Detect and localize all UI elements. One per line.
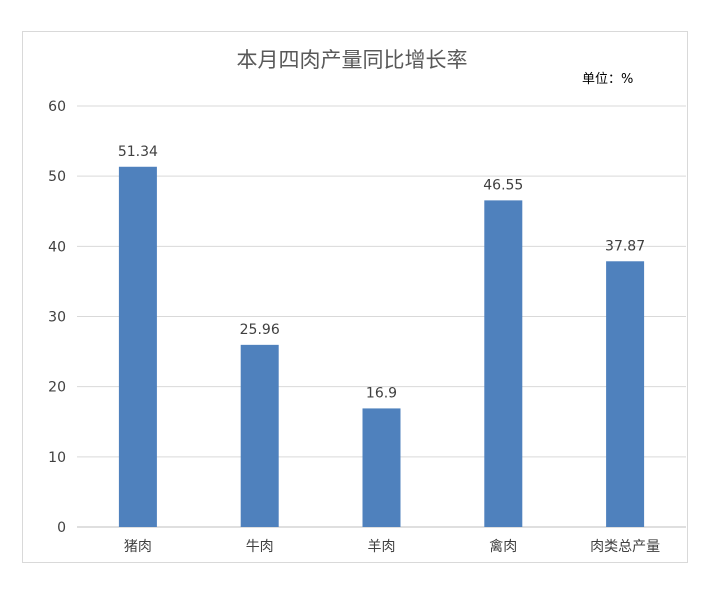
category-label: 猪肉 bbox=[124, 539, 152, 555]
y-tick-label: 30 bbox=[48, 310, 66, 326]
y-tick-label: 20 bbox=[48, 380, 66, 396]
chart-title: 本月四肉产量同比增长率 bbox=[237, 48, 468, 72]
bar bbox=[484, 200, 523, 528]
data-label: 46.55 bbox=[483, 177, 523, 193]
data-label: 16.9 bbox=[366, 385, 397, 401]
data-label: 37.87 bbox=[605, 238, 645, 254]
category-label: 羊肉 bbox=[368, 539, 396, 555]
y-tick-label: 10 bbox=[48, 450, 66, 466]
bar bbox=[362, 408, 401, 527]
x-axis-categories: 猪肉 牛肉 羊肉 禽肉 肉类总产量 bbox=[124, 538, 660, 555]
data-label: 51.34 bbox=[118, 144, 158, 160]
unit-label: 单位：% bbox=[582, 72, 633, 87]
bars bbox=[118, 166, 645, 528]
y-tick-label: 0 bbox=[57, 520, 66, 536]
bar bbox=[118, 166, 157, 527]
category-label: 牛肉 bbox=[246, 539, 274, 555]
data-label: 25.96 bbox=[240, 322, 280, 338]
gridlines bbox=[77, 105, 686, 528]
y-axis-ticks: 0 10 20 30 40 50 60 bbox=[48, 99, 66, 536]
data-labels: 51.34 25.96 16.9 46.55 37.87 bbox=[118, 144, 645, 402]
y-tick-label: 50 bbox=[48, 169, 66, 185]
bar bbox=[606, 261, 645, 527]
bar bbox=[240, 344, 279, 527]
category-label: 肉类总产量 bbox=[590, 539, 660, 555]
y-tick-label: 60 bbox=[48, 99, 66, 115]
y-tick-label: 40 bbox=[48, 239, 66, 255]
category-label: 禽肉 bbox=[489, 538, 517, 555]
